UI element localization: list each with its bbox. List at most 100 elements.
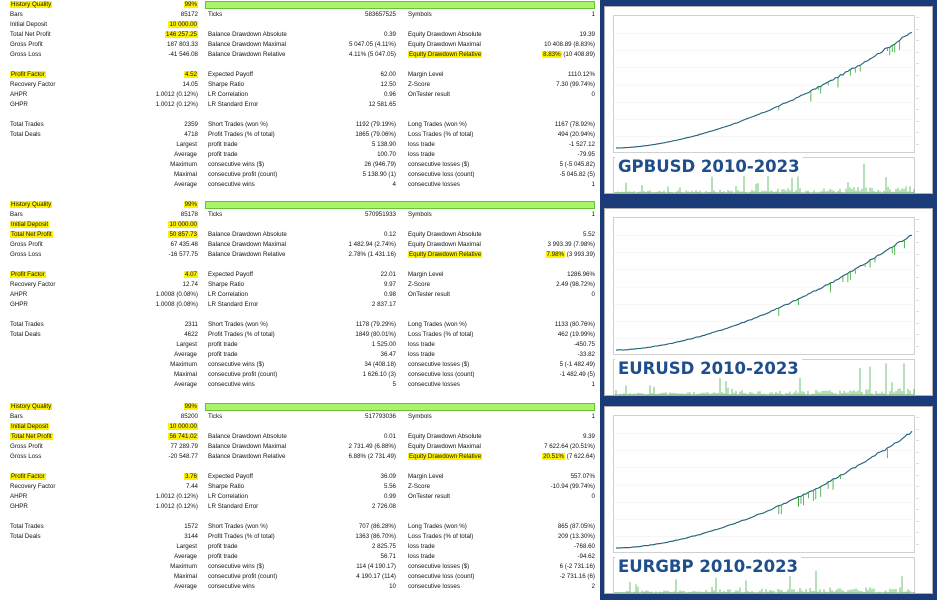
report-c3-cell: Equity Drawdown Relative bbox=[408, 51, 483, 58]
report-v1-cell: 4622 bbox=[184, 331, 198, 338]
report-row: Total Trades 2311 Short Trades (won %) 1178… bbox=[0, 320, 600, 330]
axis-tick: — bbox=[916, 530, 919, 534]
report-v2-cell: 4 bbox=[392, 181, 396, 188]
report-v1-cell: 10 000.00 bbox=[168, 21, 198, 28]
axis-tick: — bbox=[916, 541, 919, 546]
report-v3-cell: 6 (-2 731.16) bbox=[559, 563, 595, 570]
report-row: Gross Loss -16 577.75 Balance Drawdown Rel… bbox=[0, 250, 600, 260]
report-v2-cell: 56.71 bbox=[380, 553, 396, 560]
report-label: Average bbox=[174, 351, 197, 358]
report-label: Total Net Profit bbox=[10, 31, 51, 38]
report-v2-cell: 9.97 bbox=[383, 281, 396, 288]
report-row: GHPR 1.0008 (0.08%) LR Standard Error 2 837… bbox=[0, 300, 600, 310]
report-row: AHPR 1.0012 (0.12%) LR Correlation 0.96 OnTe… bbox=[0, 90, 600, 100]
report-v1-cell: 1.0012 (0.12%) bbox=[155, 503, 198, 510]
report-c3-cell: consecutive loss (count) bbox=[408, 171, 475, 178]
report-v1-cell: 12.74 bbox=[182, 281, 198, 288]
report-v3-cell: 20.51% (7 622.64) bbox=[542, 453, 595, 460]
report-c2-cell: consecutive wins ($) bbox=[208, 161, 265, 168]
report-c2-cell: consecutive profit (count) bbox=[208, 171, 278, 178]
report-c2-cell: Ticks bbox=[208, 413, 223, 420]
report-c2-cell: Balance Drawdown Relative bbox=[208, 251, 286, 258]
report-v1-cell: 10 000.00 bbox=[168, 423, 198, 430]
report-v2-cell: 0.12 bbox=[383, 231, 396, 238]
report-c2-cell: consecutive wins ($) bbox=[208, 563, 265, 570]
report-row: Maximum consecutive wins ($) 34 (408.18) co… bbox=[0, 360, 600, 370]
report-c3-cell: Symbols bbox=[408, 211, 432, 218]
axis-tick: — bbox=[916, 518, 919, 523]
report-row: Recovery Factor 7.44 Sharpe Ratio 5.56 Z-Sco… bbox=[0, 482, 600, 492]
axis-tick: — bbox=[916, 449, 919, 454]
report-label: Total Net Profit bbox=[10, 433, 53, 440]
report-label: Average bbox=[174, 553, 197, 560]
balance-line bbox=[615, 234, 913, 351]
report-c2-cell: Profit Trades (% of total) bbox=[208, 331, 275, 338]
report-row: Total Trades 2359 Short Trades (won %) 1192… bbox=[0, 120, 600, 130]
report-v3-cell: -768.60 bbox=[574, 543, 595, 550]
report-label: Maximum bbox=[170, 563, 197, 570]
report-row: Bars 85200 Ticks 517793036 Symbols 1 bbox=[0, 412, 600, 422]
report-label: AHPR bbox=[10, 291, 28, 298]
axis-tick: — bbox=[916, 332, 919, 336]
report-v2-cell: 2 726.08 bbox=[371, 503, 396, 510]
report-v1-cell: 85178 bbox=[180, 211, 198, 218]
report-c3-cell: loss trade bbox=[408, 553, 435, 560]
report-c3-cell: Equity Drawdown Relative bbox=[408, 453, 483, 460]
axis-tick: — bbox=[916, 484, 919, 488]
report-label: Gross Loss bbox=[10, 453, 42, 460]
report-c2-cell: Profit Trades (% of total) bbox=[208, 533, 275, 540]
axis-tick: — bbox=[916, 472, 919, 477]
report-c2-cell: Profit Trades (% of total) bbox=[208, 131, 275, 138]
axis-tick: — bbox=[916, 438, 919, 442]
report-c2-cell: profit trade bbox=[208, 351, 238, 358]
report-row: Average profit trade 100.70 loss trade -79.9… bbox=[0, 150, 600, 160]
report-c3-cell: Z-Score bbox=[408, 483, 431, 490]
report-v1-cell: 3144 bbox=[184, 533, 198, 540]
report-v1-cell: 1.0008 (0.08%) bbox=[155, 301, 198, 308]
report-v1-cell: 1.0012 (0.12%) bbox=[155, 493, 198, 500]
report-row bbox=[0, 310, 600, 320]
axis-tick: — bbox=[916, 107, 919, 111]
report-v1-cell: 4.07 bbox=[183, 271, 198, 278]
report-label: Bars bbox=[10, 413, 23, 420]
report-c3-cell: Margin Level bbox=[408, 71, 444, 78]
report-row: Initial Deposit 10 000.00 bbox=[0, 220, 600, 230]
report-v3-cell: 5.52 bbox=[582, 231, 595, 238]
report-label: Total Trades bbox=[10, 121, 44, 128]
report-c2-cell: Balance Drawdown Relative bbox=[208, 51, 286, 58]
report-row: AHPR 1.0012 (0.12%) LR Correlation 0.99 OnTe… bbox=[0, 492, 600, 502]
report-row: Largest profit trade 2 825.75 loss trade -76… bbox=[0, 542, 600, 552]
report-v3-cell: 0 bbox=[591, 91, 595, 98]
axis-tick: — bbox=[916, 217, 919, 221]
report-row: Gross Loss -20 548.77 Balance Drawdown Rel… bbox=[0, 452, 600, 462]
report-v1-cell: 146 257.25 bbox=[165, 31, 198, 38]
report-row: History Quality 99% bbox=[0, 402, 600, 412]
report-row: Maximum consecutive wins ($) 26 (946.79) co… bbox=[0, 160, 600, 170]
report-label: History Quality bbox=[10, 403, 53, 410]
report-c3-cell: Equity Drawdown Absolute bbox=[408, 31, 482, 38]
report-row: Average profit trade 36.47 loss trade -33.82 bbox=[0, 350, 600, 360]
report-v1-cell: 99% bbox=[183, 1, 198, 8]
report-v3-cell: -2 731.16 (6) bbox=[559, 573, 595, 580]
report-v1-cell: 1.0012 (0.12%) bbox=[155, 101, 198, 108]
report-v1-cell: 4718 bbox=[184, 131, 198, 138]
report-c2-cell: consecutive profit (count) bbox=[208, 371, 278, 378]
history-quality-bar bbox=[205, 201, 595, 209]
report-c2-cell: profit trade bbox=[208, 341, 238, 348]
report-v3-cell: 1167 (78.92%) bbox=[554, 121, 595, 128]
report-label: GHPR bbox=[10, 301, 28, 308]
report-c3-cell: Long Trades (won %) bbox=[408, 523, 467, 530]
equity-plot bbox=[613, 415, 916, 553]
report-c3-cell: consecutive losses bbox=[408, 381, 460, 388]
axis-tick: — bbox=[916, 320, 919, 325]
report-c2-cell: Balance Drawdown Relative bbox=[208, 453, 286, 460]
report-label: Largest bbox=[176, 141, 197, 148]
report-c2-cell: LR Correlation bbox=[208, 91, 248, 98]
report-v2-cell: 62.00 bbox=[380, 71, 396, 78]
report-row bbox=[0, 512, 600, 522]
report-v1-cell: 3.76 bbox=[183, 473, 198, 480]
report-row bbox=[0, 110, 600, 120]
report-v1-cell: 99% bbox=[183, 201, 198, 208]
report-v3-cell: 19.39 bbox=[579, 31, 595, 38]
report-v2-cell: 4 190.17 (114) bbox=[356, 573, 396, 580]
